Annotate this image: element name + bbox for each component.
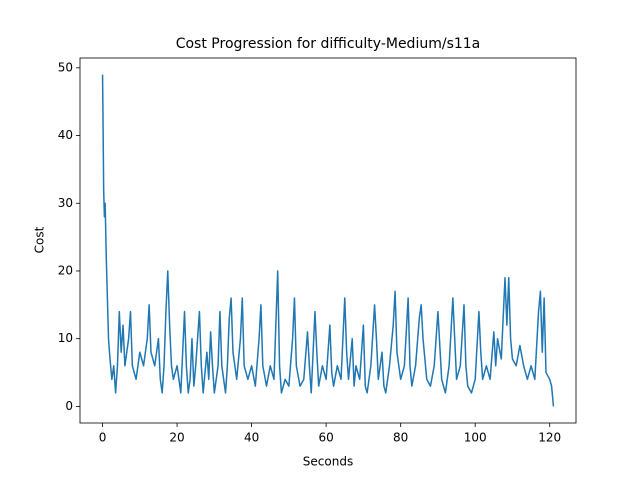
y-tick-label: 0 [65, 399, 73, 413]
x-tick-label: 60 [318, 431, 333, 445]
x-tick-label: 0 [99, 431, 107, 445]
cost-line [101, 74, 555, 407]
y-tick-label: 10 [58, 331, 73, 345]
plot-area: 0 20 40 60 80 100 120 0 10 20 30 40 50 [58, 60, 561, 444]
y-tick-label: 30 [58, 196, 73, 210]
y-tick-label: 20 [58, 263, 73, 277]
x-tick-label: 100 [464, 431, 487, 445]
x-tick-label: 40 [244, 431, 259, 445]
axes-frame [79, 57, 577, 424]
y-tick-label: 50 [58, 60, 73, 74]
x-tick-label: 120 [538, 431, 561, 445]
x-tick-label: 20 [169, 431, 184, 445]
x-tick-label: 80 [393, 431, 408, 445]
x-axis-label: Seconds [303, 455, 353, 469]
chart-title: Cost Progression for difficulty-Medium/s… [176, 36, 481, 52]
y-axis-label: Cost [33, 226, 47, 253]
y-tick-label: 40 [58, 128, 73, 142]
